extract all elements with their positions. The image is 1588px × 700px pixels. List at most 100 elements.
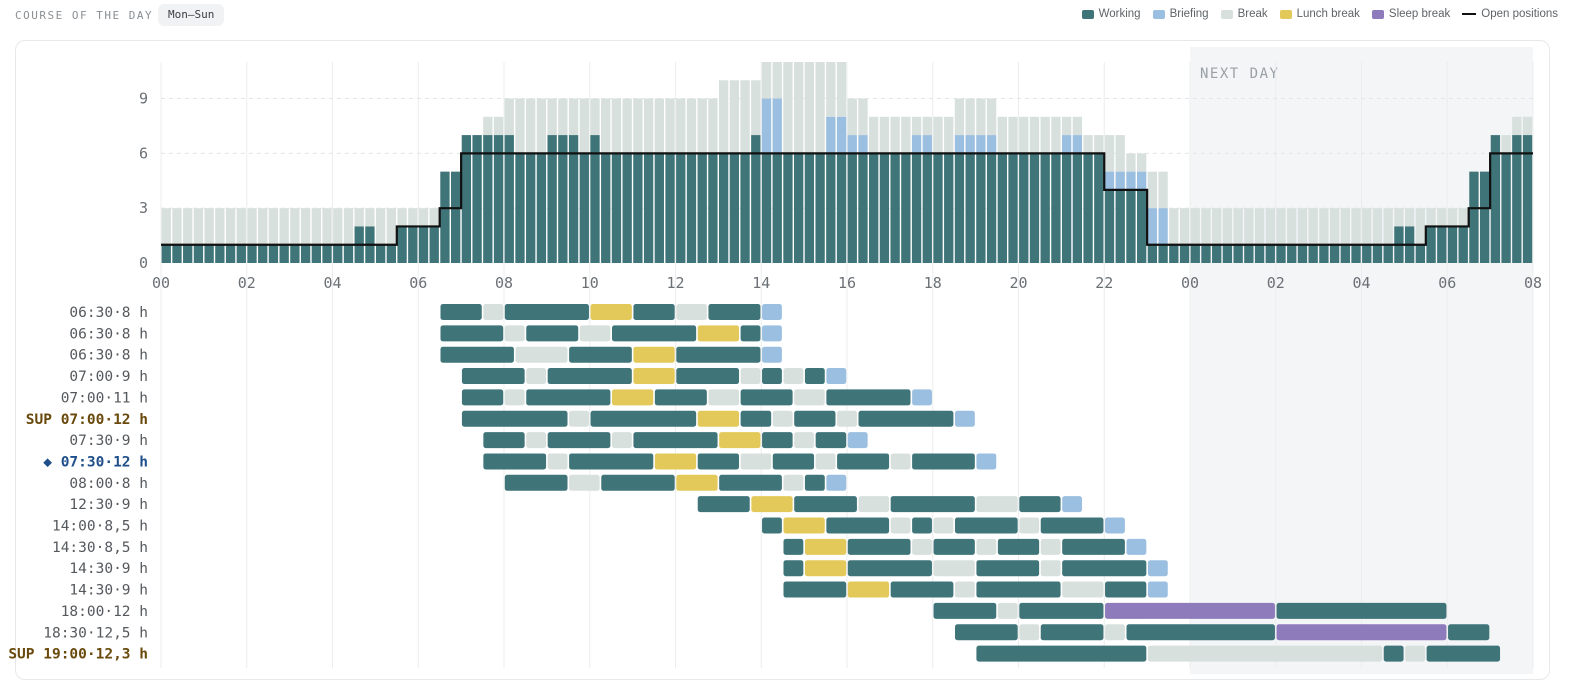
segment-briefing[interactable] bbox=[954, 410, 975, 427]
segment-briefing[interactable] bbox=[762, 304, 782, 320]
segment-working[interactable] bbox=[569, 346, 632, 363]
segment-working[interactable] bbox=[912, 453, 975, 470]
segment-sleep[interactable] bbox=[1276, 624, 1447, 641]
segment-working[interactable] bbox=[461, 368, 525, 385]
segment-break[interactable] bbox=[783, 474, 804, 491]
segment-working[interactable] bbox=[783, 538, 804, 555]
segment-working[interactable] bbox=[483, 432, 525, 449]
segment-break[interactable] bbox=[794, 432, 815, 449]
segment-break[interactable] bbox=[611, 432, 632, 449]
segment-lunch[interactable] bbox=[590, 304, 632, 320]
segment-working[interactable] bbox=[719, 474, 782, 491]
segment-working[interactable] bbox=[976, 645, 1147, 662]
segment-working[interactable] bbox=[783, 560, 804, 577]
segment-working[interactable] bbox=[954, 624, 1018, 641]
segment-working[interactable] bbox=[440, 325, 504, 342]
segment-working[interactable] bbox=[590, 410, 697, 427]
segment-working[interactable] bbox=[461, 410, 568, 427]
segment-break[interactable] bbox=[569, 410, 589, 427]
segment-break[interactable] bbox=[740, 453, 772, 470]
segment-lunch[interactable] bbox=[783, 517, 825, 534]
segment-working[interactable] bbox=[1040, 624, 1104, 641]
segment-break[interactable] bbox=[976, 538, 997, 555]
segment-lunch[interactable] bbox=[804, 560, 847, 577]
date-range-chip[interactable]: Mon–Sun bbox=[158, 4, 225, 26]
segment-lunch[interactable] bbox=[847, 581, 890, 598]
segment-working[interactable] bbox=[858, 410, 954, 427]
segment-working[interactable] bbox=[1105, 581, 1147, 598]
segment-briefing[interactable] bbox=[976, 453, 997, 470]
segment-working[interactable] bbox=[676, 368, 740, 385]
segment-lunch[interactable] bbox=[654, 453, 697, 470]
segment-break[interactable] bbox=[547, 453, 568, 470]
segment-break[interactable] bbox=[504, 325, 525, 342]
segment-working[interactable] bbox=[654, 389, 707, 406]
segment-lunch[interactable] bbox=[804, 538, 847, 555]
segment-break[interactable] bbox=[1105, 624, 1125, 641]
segment-lunch[interactable] bbox=[697, 410, 740, 427]
segment-briefing[interactable] bbox=[912, 389, 932, 406]
segment-working[interactable] bbox=[976, 560, 1040, 577]
segment-working[interactable] bbox=[633, 432, 718, 449]
segment-break[interactable] bbox=[1040, 538, 1061, 555]
segment-working[interactable] bbox=[676, 346, 761, 363]
segment-working[interactable] bbox=[804, 368, 825, 385]
segment-break[interactable] bbox=[933, 560, 975, 577]
segment-working[interactable] bbox=[483, 453, 547, 470]
segment-working[interactable] bbox=[837, 453, 890, 470]
segment-break[interactable] bbox=[1019, 624, 1040, 641]
segment-break[interactable] bbox=[815, 453, 836, 470]
segment-break[interactable] bbox=[912, 538, 932, 555]
segment-working[interactable] bbox=[804, 474, 825, 491]
segment-working[interactable] bbox=[826, 389, 911, 406]
segment-break[interactable] bbox=[954, 581, 975, 598]
segment-working[interactable] bbox=[504, 474, 568, 491]
segment-working[interactable] bbox=[633, 304, 675, 320]
segment-lunch[interactable] bbox=[751, 496, 793, 513]
segment-break[interactable] bbox=[526, 368, 547, 385]
segment-working[interactable] bbox=[1448, 624, 1490, 641]
segment-working[interactable] bbox=[1019, 602, 1104, 619]
segment-working[interactable] bbox=[1126, 624, 1275, 641]
segment-working[interactable] bbox=[826, 517, 890, 534]
segment-working[interactable] bbox=[794, 410, 836, 427]
segment-working[interactable] bbox=[1062, 538, 1125, 555]
segment-briefing[interactable] bbox=[1105, 517, 1125, 534]
segment-break[interactable] bbox=[1062, 581, 1104, 598]
segment-working[interactable] bbox=[762, 432, 793, 449]
segment-break[interactable] bbox=[794, 389, 825, 406]
segment-working[interactable] bbox=[697, 496, 750, 513]
segment-break[interactable] bbox=[1019, 517, 1040, 534]
segment-break[interactable] bbox=[1405, 645, 1426, 662]
segment-working[interactable] bbox=[1383, 645, 1404, 662]
segment-working[interactable] bbox=[954, 517, 1018, 534]
segment-break[interactable] bbox=[890, 517, 911, 534]
segment-working[interactable] bbox=[504, 304, 589, 320]
segment-working[interactable] bbox=[440, 304, 482, 320]
segment-working[interactable] bbox=[601, 474, 675, 491]
segment-break[interactable] bbox=[579, 325, 611, 342]
segment-break[interactable] bbox=[1147, 645, 1383, 662]
segment-working[interactable] bbox=[740, 410, 772, 427]
segment-break[interactable] bbox=[976, 496, 1018, 513]
segment-lunch[interactable] bbox=[676, 474, 718, 491]
segment-break[interactable] bbox=[837, 410, 857, 427]
segment-break[interactable] bbox=[740, 368, 761, 385]
segment-break[interactable] bbox=[483, 304, 504, 320]
segment-working[interactable] bbox=[708, 304, 761, 320]
segment-working[interactable] bbox=[569, 453, 654, 470]
segment-working[interactable] bbox=[847, 560, 932, 577]
segment-lunch[interactable] bbox=[719, 432, 761, 449]
segment-break[interactable] bbox=[504, 389, 525, 406]
segment-lunch[interactable] bbox=[611, 389, 654, 406]
segment-break[interactable] bbox=[772, 410, 793, 427]
segment-working[interactable] bbox=[526, 325, 579, 342]
segment-lunch[interactable] bbox=[633, 346, 675, 363]
segment-briefing[interactable] bbox=[826, 474, 847, 491]
segment-break[interactable] bbox=[783, 368, 804, 385]
segment-working[interactable] bbox=[794, 496, 857, 513]
segment-break[interactable] bbox=[515, 346, 568, 363]
segment-working[interactable] bbox=[783, 581, 847, 598]
segment-break[interactable] bbox=[997, 602, 1018, 619]
segment-working[interactable] bbox=[740, 325, 761, 342]
